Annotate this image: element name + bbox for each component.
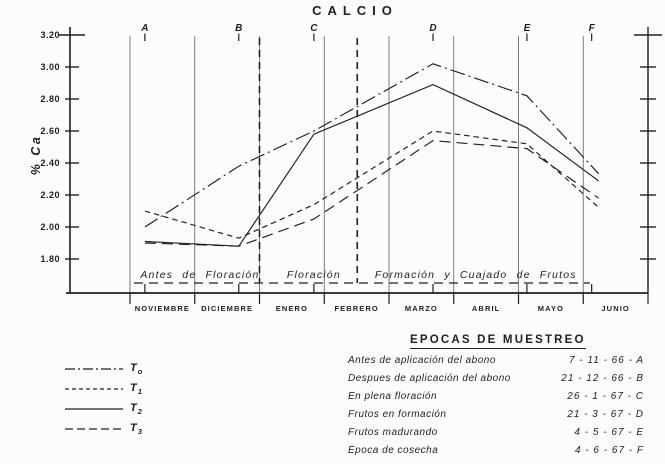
svg-text:2.60: 2.60 — [40, 126, 60, 136]
legend-label-t0: To — [130, 361, 144, 377]
svg-text:1.80: 1.80 — [40, 254, 60, 264]
svg-text:2.00: 2.00 — [40, 222, 60, 232]
epocas-row: Despues de aplicación del abono 21 - 12 … — [348, 373, 644, 391]
epoca-date: 4 - 6 - 67 - F — [574, 445, 644, 456]
calcio-chart: Antes de Floración Floración Formación y C… — [40, 23, 662, 313]
epoca-name: Antes de aplicación del abono — [348, 355, 496, 366]
svg-text:C: C — [310, 23, 318, 34]
epocas-row: Antes de aplicación del abono 7 - 11 - 6… — [348, 355, 644, 373]
epoca-date: 26 - 1 - 67 - C — [567, 391, 644, 402]
legend-line-sample-t2 — [65, 408, 123, 410]
month-axis: NOVIEMBRE DICIEMBRE ENERO FEBRERO MARZO ABRIL… — [129, 293, 649, 313]
svg-text:ENERO: ENERO — [276, 304, 308, 313]
legend-line-sample-t3 — [65, 428, 123, 430]
svg-text:F: F — [589, 23, 596, 34]
svg-text:FEBRERO: FEBRERO — [334, 304, 378, 313]
svg-text:JUNIO: JUNIO — [601, 304, 629, 313]
epoca-name: Frutos madurando — [348, 427, 438, 438]
epoca-date: 4 - 5 - 67 - E — [574, 427, 644, 438]
epocas-row: En plena floración 26 - 1 - 67 - C — [348, 391, 644, 409]
svg-text:ABRIL: ABRIL — [472, 304, 500, 313]
epoca-name: En plena floración — [348, 391, 438, 402]
svg-text:E: E — [524, 23, 531, 34]
legend-label-t1: T1 — [130, 381, 143, 397]
svg-text:3.00: 3.00 — [40, 62, 60, 72]
legend-item-t1: T1 — [64, 381, 143, 397]
svg-text:MAYO: MAYO — [538, 304, 564, 313]
legend-item-t2: T2 — [64, 401, 143, 417]
svg-text:2.40: 2.40 — [40, 158, 60, 168]
series-T2-line — [144, 83, 600, 247]
svg-text:B: B — [235, 23, 242, 34]
series-T1-line — [144, 130, 600, 239]
svg-text:DICIEMBRE: DICIEMBRE — [201, 304, 253, 313]
epoca-name: Despues de aplicación del abono — [348, 373, 511, 384]
svg-text:2.80: 2.80 — [40, 94, 60, 104]
legend-line-sample-t0 — [65, 368, 123, 370]
epocas-row: Frutos madurando 4 - 5 - 67 - E — [348, 427, 644, 445]
epoca-name: Frutos en formación — [348, 409, 447, 420]
series-T3-line — [144, 140, 600, 247]
sample-markers: A B C D E F — [140, 23, 596, 293]
legend-item-t0: To — [64, 361, 143, 377]
phenology-band: Antes de Floración Floración Formación y C… — [134, 38, 590, 284]
svg-text:Floración: Floración — [287, 269, 341, 281]
svg-text:3.20: 3.20 — [40, 30, 60, 40]
epocas-row: Frutos en formación 21 - 3 - 67 - D — [348, 409, 644, 427]
svg-text:NOVIEMBRE: NOVIEMBRE — [135, 304, 190, 313]
epoca-date: 7 - 11 - 66 - A — [568, 355, 644, 366]
legend-label-t2: T2 — [130, 401, 143, 417]
svg-text:2.20: 2.20 — [40, 190, 60, 200]
svg-text:Antes de Floración: Antes de Floración — [139, 269, 259, 281]
epoca-date: 21 - 3 - 67 - D — [567, 409, 644, 420]
legend-item-t3: T3 — [64, 421, 143, 437]
legend-label-t3: T3 — [130, 421, 143, 437]
y-axis-ticks: 3.20 3.00 2.80 2.60 2.40 2.20 2.00 1.80 — [40, 30, 662, 264]
svg-text:A: A — [140, 23, 148, 34]
svg-text:D: D — [429, 23, 436, 34]
series-legend: To T1 T2 T3 — [64, 361, 143, 441]
epocas-row: Epoca de cosecha 4 - 6 - 67 - F — [348, 445, 644, 463]
epoca-date: 21 - 12 - 66 - B — [561, 373, 644, 384]
epoca-name: Epoca de cosecha — [348, 445, 439, 456]
chart-title: CALCIO — [312, 3, 398, 18]
epocas-title: EPOCAS DE MUESTREO — [410, 334, 586, 349]
series-T0-line — [144, 63, 600, 228]
epocas-panel: EPOCAS DE MUESTREO Antes de aplicación d… — [348, 330, 644, 463]
axes — [66, 27, 649, 294]
svg-text:MARZO: MARZO — [405, 304, 438, 313]
svg-text:Formación y Cuajado de Fru: Formación y Cuajado de Frutos — [375, 269, 577, 281]
legend-line-sample-t1 — [65, 388, 123, 390]
